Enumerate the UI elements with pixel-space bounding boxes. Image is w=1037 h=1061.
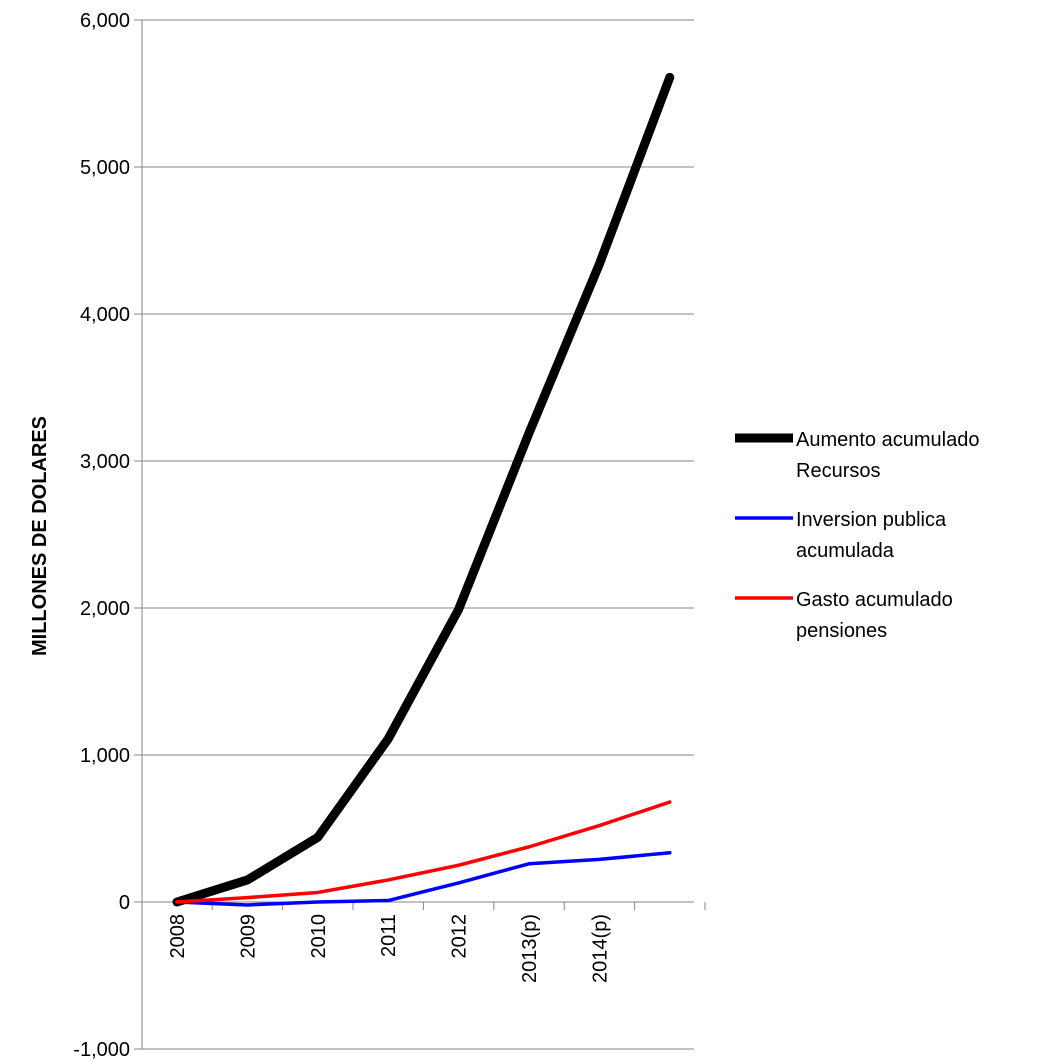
legend: Aumento acumulado Recursos Inversion publi…	[735, 429, 979, 642]
x-tick-label: 2013(p)	[519, 914, 541, 983]
x-tick-label: 2009	[237, 914, 259, 959]
x-tick-label: 2014(p)	[589, 914, 611, 983]
y-tick-label: 6,000	[80, 10, 130, 32]
y-tick-label: 4,000	[80, 304, 130, 326]
y-axis-label: MILLONES DE DOLARES	[29, 416, 51, 656]
gridlines	[142, 19, 694, 756]
x-tick-label: 2008	[167, 914, 189, 959]
series-line	[175, 851, 672, 907]
axes	[134, 19, 706, 1050]
series-line	[175, 800, 672, 904]
y-tick-label: -1,000	[73, 1039, 130, 1061]
x-axis-tick-labels: 2008 2009 2010 2011 2012 2013(p) 2014(p)	[167, 914, 611, 983]
x-tick-label: 2011	[378, 914, 400, 957]
legend-label: Gasto acumulado	[796, 589, 953, 611]
legend-label: acumulada	[796, 540, 895, 562]
x-tick-label: 2010	[308, 914, 330, 959]
y-tick-label: 1,000	[80, 745, 130, 767]
y-tick-label: 0	[119, 892, 130, 914]
legend-label: Aumento acumulado	[796, 429, 979, 451]
y-tick-label: 5,000	[80, 157, 130, 179]
y-tick-label: 3,000	[80, 451, 130, 473]
series-line	[172, 72, 675, 907]
legend-label: Recursos	[796, 460, 880, 482]
x-tick-label: 2012	[449, 914, 471, 959]
y-axis-tick-labels: -1,000 0 1,000 2,000 3,000 4,000 5,000 6,000	[73, 10, 130, 1061]
series-lines	[172, 72, 675, 907]
y-tick-label: 2,000	[80, 598, 130, 620]
legend-label: pensiones	[796, 620, 887, 642]
legend-label: Inversion publica	[796, 509, 947, 531]
